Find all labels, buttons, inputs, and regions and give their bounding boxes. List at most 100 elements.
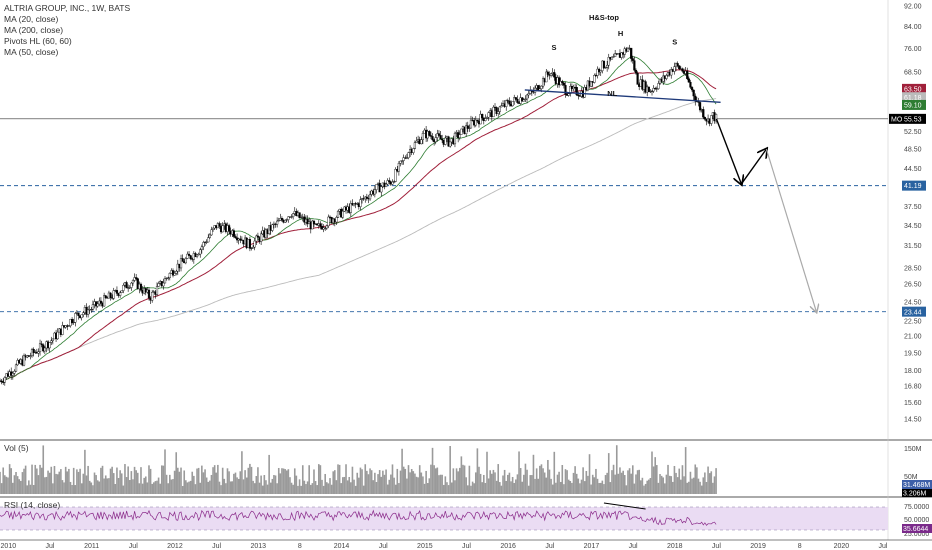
volume-bar <box>529 475 532 494</box>
candle-body <box>133 277 136 281</box>
candle-body <box>195 254 199 257</box>
volume-bar <box>15 472 17 494</box>
candle-body <box>11 373 14 376</box>
volume-bar <box>343 476 346 494</box>
volume-bar <box>321 479 323 494</box>
candle-body <box>234 236 237 239</box>
time-axis[interactable]: 2010 Jul 2011 Jul 2012 Jul 2013 8 2014 Jul 2015 Jul… <box>1 543 888 550</box>
volume-bar <box>442 484 445 494</box>
volume-bar <box>271 478 274 494</box>
candle-body <box>484 118 487 121</box>
candle-body <box>599 70 602 73</box>
volume-bar <box>575 473 578 494</box>
projection-leg[interactable] <box>715 118 741 184</box>
candle-body <box>147 289 151 299</box>
target-leg[interactable] <box>765 148 816 312</box>
volume-bar <box>471 481 474 494</box>
volume-bar <box>523 474 525 494</box>
volume-bar <box>266 484 269 494</box>
candle-body <box>626 47 630 52</box>
price-axis[interactable]: 92.00 84.00 76.00 68.50 52.50 48.50 44.50 37.50… <box>904 4 922 424</box>
volume-bar <box>269 482 272 494</box>
candle-body <box>415 140 418 143</box>
main-pane[interactable] <box>0 0 888 440</box>
volume-bar <box>638 469 640 494</box>
candle-body <box>341 210 344 218</box>
volume-bar <box>289 477 291 494</box>
candle-body <box>388 180 391 183</box>
volume-bar <box>279 473 282 494</box>
volume-bar <box>710 471 713 494</box>
volume-bar <box>50 466 53 494</box>
volume-bar <box>324 473 327 494</box>
volume-bar <box>377 474 379 494</box>
candle-body <box>284 219 287 223</box>
ma200-line <box>0 98 717 383</box>
candle-body <box>130 282 133 288</box>
volume-bar <box>696 467 698 494</box>
candle-body <box>540 85 543 89</box>
volume-bar <box>473 483 475 494</box>
volume-bar <box>268 454 270 494</box>
volume-bar <box>704 472 706 494</box>
rsi-line <box>0 502 717 526</box>
volume-bar <box>36 468 38 494</box>
projection-leg[interactable] <box>740 149 766 185</box>
volume-bar <box>542 468 544 494</box>
candle-body <box>670 69 673 76</box>
drawings[interactable] <box>524 89 817 312</box>
volume-bar <box>649 477 652 494</box>
volume-bar <box>689 471 692 494</box>
volume-bar <box>64 466 67 494</box>
candle-body <box>386 180 389 185</box>
candle-body <box>652 88 655 92</box>
candle-body <box>171 270 175 276</box>
candle-body <box>256 235 260 238</box>
volume-bar <box>112 473 115 494</box>
volume-bar <box>306 481 309 494</box>
volume-bar <box>657 482 660 494</box>
volume-bar <box>641 477 644 494</box>
candle-body <box>131 280 135 284</box>
volume-bar <box>468 465 471 494</box>
volume-bar <box>372 480 375 494</box>
volume-bar <box>620 472 623 494</box>
candle-body <box>250 247 253 249</box>
rsi-divergence-line[interactable] <box>603 502 646 510</box>
neckline[interactable] <box>524 89 721 103</box>
volume-bar <box>543 472 546 494</box>
volume-bar <box>277 467 280 494</box>
candle-body <box>460 128 463 135</box>
candle-body <box>511 101 514 107</box>
pattern-label: S <box>551 43 556 52</box>
volume-bar <box>159 483 161 494</box>
volume-bar <box>527 485 530 494</box>
volume-bars <box>0 445 717 494</box>
candle-body <box>620 52 623 58</box>
candle-body <box>614 53 617 57</box>
volume-bar <box>374 472 376 494</box>
volume-bar <box>319 465 322 494</box>
candle-body <box>29 355 32 357</box>
candle-body <box>431 136 434 141</box>
volume-bar <box>56 474 59 494</box>
volume-bar <box>84 449 86 494</box>
price-tick-label: 34.50 <box>904 223 922 230</box>
time-tick-label: 2017 <box>584 543 600 550</box>
candle-body <box>492 106 495 118</box>
candle-body <box>690 87 694 91</box>
candle-body <box>122 285 125 291</box>
volume-bar <box>434 468 437 494</box>
volume-tick-label: 150M <box>904 446 922 453</box>
candle-body <box>199 249 202 255</box>
volume-bar <box>239 471 242 494</box>
volume-bar <box>692 477 695 494</box>
candle-body <box>384 183 388 188</box>
volume-bar <box>540 464 543 494</box>
legend-item: MA (50, close) <box>4 47 58 57</box>
candle-body <box>681 68 684 72</box>
time-tick-label: 2010 <box>1 543 17 550</box>
candle-body <box>479 113 482 125</box>
candle-body <box>400 160 404 162</box>
